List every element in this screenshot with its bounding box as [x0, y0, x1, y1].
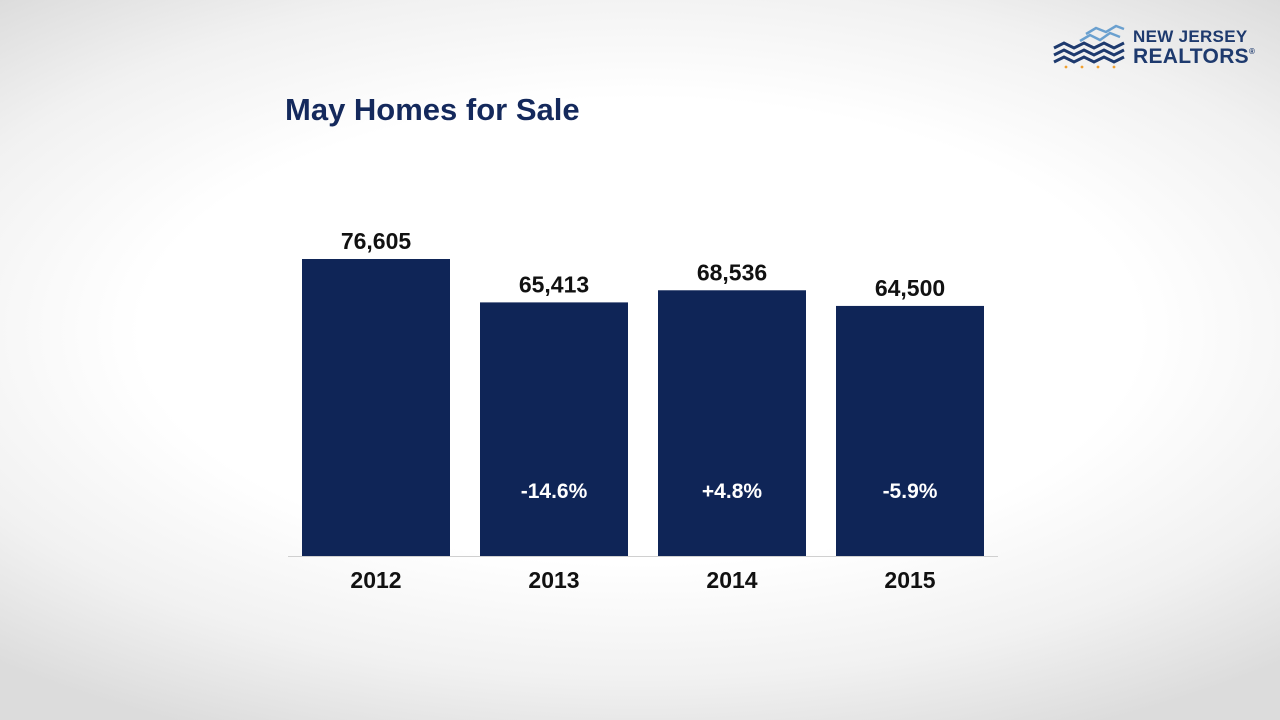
value-label-2012: 76,605: [341, 228, 412, 254]
bar-2015: [836, 305, 984, 556]
x-tick-label-2012: 2012: [350, 567, 401, 593]
logo-text-realtors: REALTORS®: [1133, 45, 1255, 69]
bar-2013: [480, 302, 628, 556]
bar-2012: [302, 259, 450, 556]
logo-text-realtors-word: REALTORS: [1133, 45, 1249, 68]
new-jersey-realtors-logo: NEW JERSEY REALTORS®: [1052, 24, 1262, 70]
x-tick-label-2015: 2015: [884, 567, 935, 593]
realtors-wave-icon: [1053, 24, 1125, 69]
chart-title: May Homes for Sale: [285, 92, 580, 127]
value-label-2015: 64,500: [875, 275, 945, 301]
registered-mark: ®: [1248, 47, 1256, 56]
change-label-2015: -5.9%: [883, 480, 938, 503]
x-tick-label-2013: 2013: [528, 567, 579, 593]
change-label-2013: -14.6%: [521, 480, 588, 503]
x-tick-label-2014: 2014: [706, 567, 757, 593]
value-label-2013: 65,413: [519, 271, 589, 297]
logo-text-new-jersey: NEW JERSEY: [1133, 27, 1248, 46]
value-label-2014: 68,536: [697, 259, 767, 285]
bar-2014: [658, 290, 806, 556]
change-label-2014: +4.8%: [702, 480, 762, 503]
